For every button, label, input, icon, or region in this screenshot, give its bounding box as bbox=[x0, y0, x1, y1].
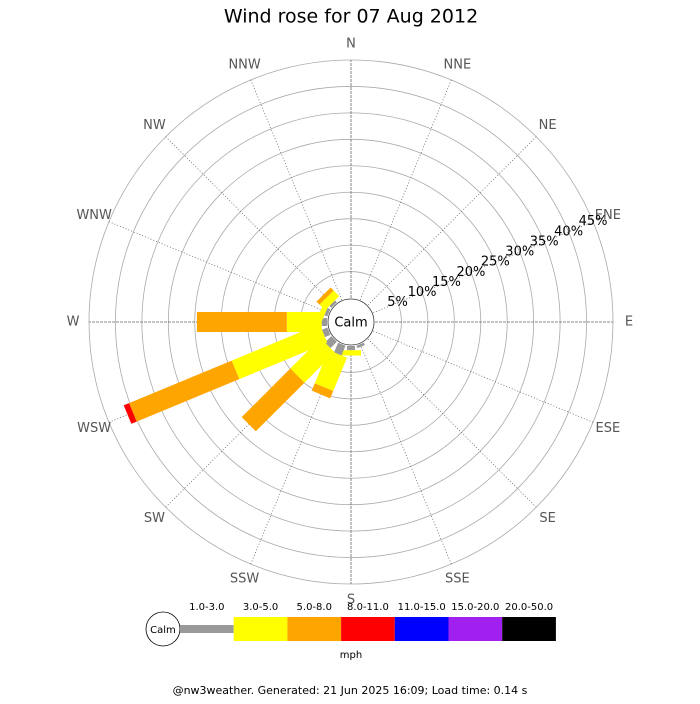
legend-unit: mph bbox=[340, 650, 362, 661]
ring-label: 5% bbox=[387, 295, 408, 310]
direction-label: ENE bbox=[595, 208, 621, 223]
direction-label: NE bbox=[539, 118, 557, 133]
spoke bbox=[359, 79, 452, 300]
direction-label: NW bbox=[143, 118, 166, 133]
bar-segment bbox=[231, 324, 328, 380]
direction-label: S bbox=[347, 593, 355, 608]
legend-calm-label: Calm bbox=[150, 625, 176, 636]
legend-swatch bbox=[341, 617, 395, 641]
spoke bbox=[373, 330, 594, 423]
direction-label: NNW bbox=[228, 58, 260, 73]
legend-label: 15.0-20.0 bbox=[451, 602, 499, 613]
direction-label: WNW bbox=[76, 208, 112, 223]
direction-label: E bbox=[625, 315, 633, 330]
bar-segment bbox=[321, 318, 327, 326]
direction-label: N bbox=[346, 37, 356, 52]
spoke bbox=[108, 221, 329, 314]
legend-label: 8.0-11.0 bbox=[347, 602, 389, 613]
direction-label: WSW bbox=[77, 421, 111, 436]
ring-label: 25% bbox=[481, 255, 510, 270]
legend-swatch bbox=[448, 617, 503, 641]
bar-segment bbox=[324, 307, 331, 317]
bar-segment bbox=[314, 350, 348, 391]
bar-segment bbox=[286, 312, 322, 332]
bar-segment bbox=[341, 350, 361, 356]
spoke bbox=[165, 136, 335, 306]
direction-label: NNE bbox=[444, 58, 472, 73]
chart-title: Wind rose for 07 Aug 2012 bbox=[224, 6, 478, 28]
spoke bbox=[250, 79, 343, 300]
ring-label: 30% bbox=[505, 245, 534, 260]
bar-segment bbox=[329, 300, 337, 308]
spoke bbox=[359, 344, 452, 565]
spoke bbox=[373, 221, 594, 314]
direction-label: SW bbox=[144, 511, 165, 526]
spoke bbox=[367, 136, 537, 306]
ring-label: 15% bbox=[432, 275, 461, 290]
direction-label: ESE bbox=[595, 421, 620, 436]
direction-label: SE bbox=[539, 511, 555, 526]
bar-segment bbox=[311, 383, 334, 399]
calm-circle bbox=[327, 298, 375, 346]
bar-segment bbox=[196, 312, 287, 332]
bar-segment bbox=[347, 346, 355, 351]
bar-segment bbox=[290, 338, 335, 383]
legend-swatch bbox=[394, 617, 449, 641]
bar-segment bbox=[324, 336, 337, 349]
bar-segment bbox=[129, 360, 240, 422]
legend-swatch bbox=[180, 625, 234, 633]
bar-segment bbox=[356, 342, 365, 349]
legend-label: 5.0-8.0 bbox=[297, 602, 332, 613]
direction-label: SSW bbox=[230, 571, 260, 586]
ring-label: 45% bbox=[579, 214, 608, 229]
grid-ring bbox=[115, 86, 587, 558]
bar-segment bbox=[241, 368, 305, 432]
ring-label: 35% bbox=[530, 234, 559, 249]
bar-segment bbox=[319, 290, 340, 311]
footer: @nw3weather. Generated: 21 Jun 2025 16:0… bbox=[173, 684, 528, 697]
direction-label: SSE bbox=[445, 571, 470, 586]
legend-label: 20.0-50.0 bbox=[505, 602, 553, 613]
legend-swatch bbox=[233, 617, 288, 641]
calm-label: Calm bbox=[334, 316, 367, 331]
direction-label: W bbox=[67, 315, 80, 330]
ring-label: 10% bbox=[408, 285, 437, 300]
legend-label: 3.0-5.0 bbox=[243, 602, 278, 613]
legend-swatch bbox=[502, 617, 556, 641]
legend-label: 1.0-3.0 bbox=[189, 602, 224, 613]
bar-segment bbox=[334, 342, 346, 356]
legend-swatch bbox=[287, 617, 342, 641]
bar-segment bbox=[316, 287, 334, 305]
bar-segment bbox=[123, 403, 137, 424]
ring-label: 40% bbox=[554, 224, 583, 239]
ring-label: 20% bbox=[456, 265, 485, 280]
spoke bbox=[367, 338, 537, 508]
bar-segment bbox=[321, 327, 331, 338]
legend-label: 11.0-15.0 bbox=[398, 602, 446, 613]
